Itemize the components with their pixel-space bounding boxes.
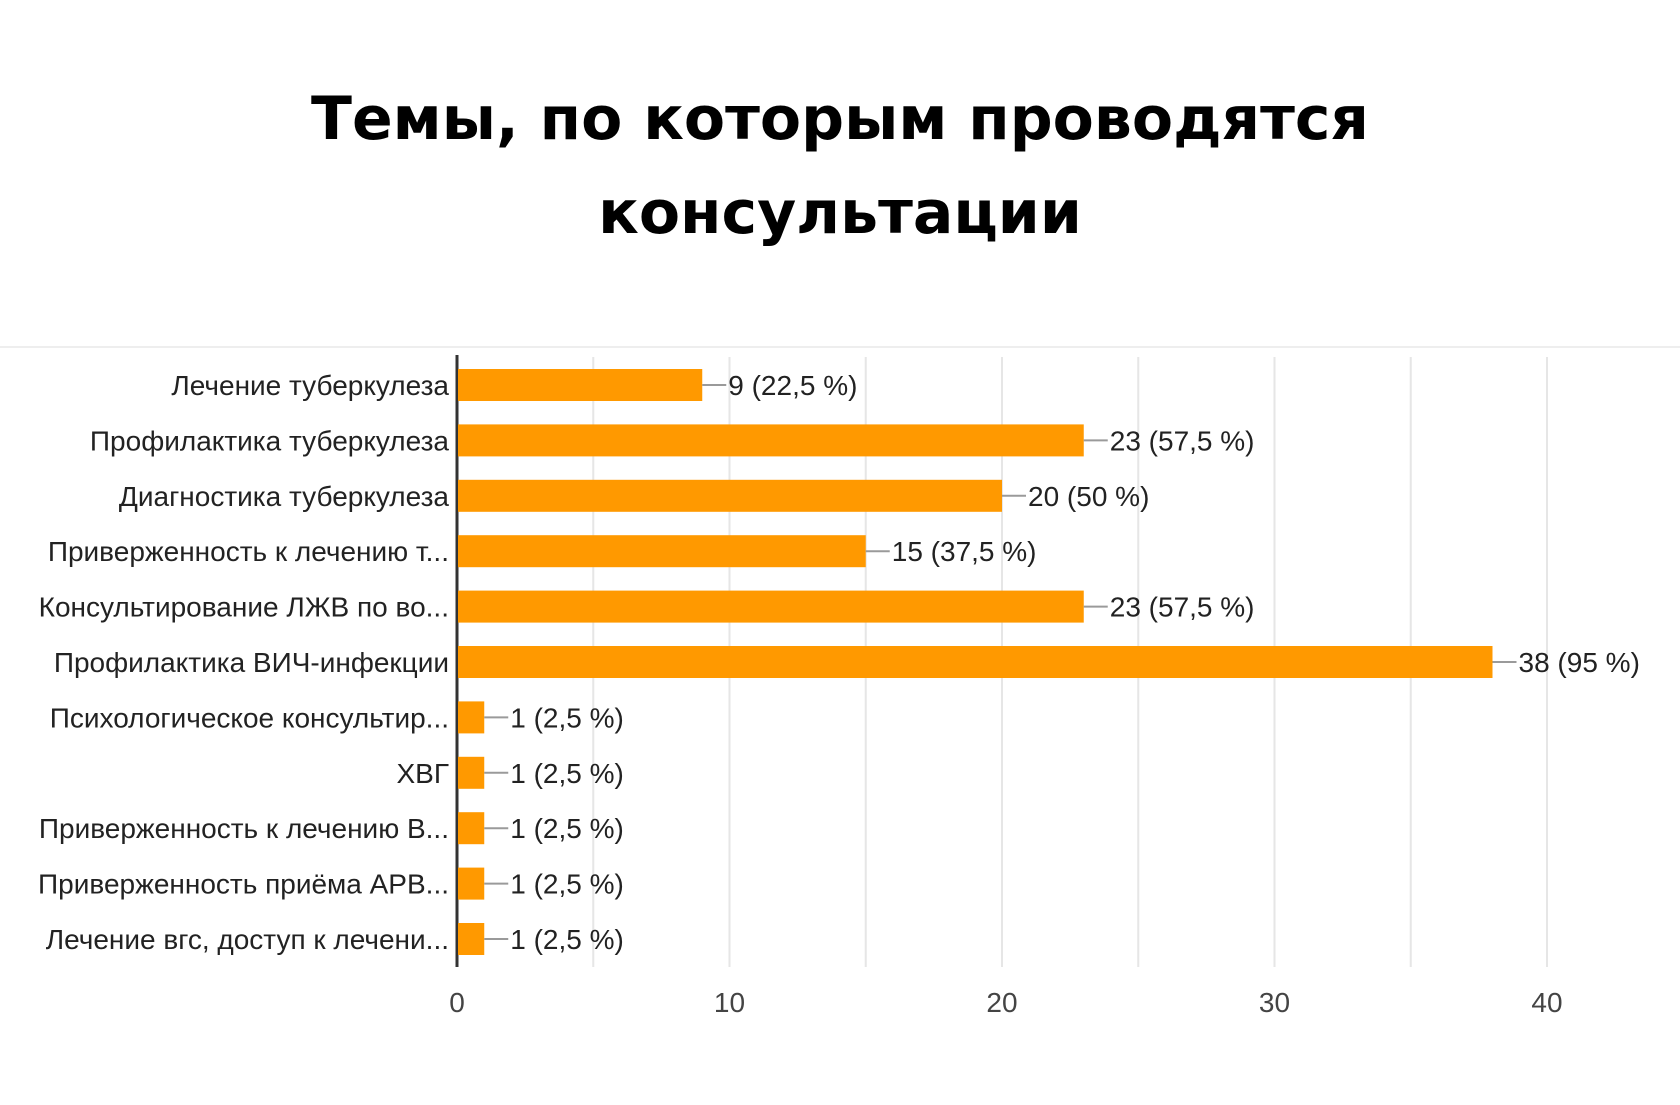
bar xyxy=(458,646,1493,678)
data-label: 23 (57,5 %) xyxy=(1110,425,1255,456)
page-title-line-1: Темы, по которым проводятся xyxy=(311,84,1369,154)
category-label: Приверженность к лечению В... xyxy=(39,813,449,844)
category-label: Приверженность к лечению т... xyxy=(48,536,449,567)
x-tick-label: 30 xyxy=(1259,987,1290,1018)
category-label: Консультирование ЛЖВ по во... xyxy=(39,592,449,623)
data-label: 1 (2,5 %) xyxy=(510,813,624,844)
bar xyxy=(458,812,485,845)
category-label: Профилактика ВИЧ-инфекции xyxy=(54,647,449,678)
data-label: 9 (22,5 %) xyxy=(728,370,857,401)
bar xyxy=(458,923,485,955)
x-tick-label: 20 xyxy=(986,987,1017,1018)
category-label: Лечение туберкулеза xyxy=(171,370,449,401)
category-label: Лечение вгс, доступ к лечени... xyxy=(46,924,449,955)
bar xyxy=(458,535,866,568)
chart-top-divider xyxy=(0,346,1680,348)
data-label: 1 (2,5 %) xyxy=(510,702,624,733)
x-tick-label: 0 xyxy=(449,987,465,1018)
page-title-line-2: консультации xyxy=(598,178,1082,248)
data-label: 1 (2,5 %) xyxy=(510,869,624,900)
bar xyxy=(458,590,1084,623)
data-label: 15 (37,5 %) xyxy=(892,536,1037,567)
category-label: ХВГ xyxy=(396,758,449,789)
data-label: 38 (95 %) xyxy=(1519,647,1640,678)
data-label: 23 (57,5 %) xyxy=(1110,592,1255,623)
data-label: 20 (50 %) xyxy=(1028,481,1149,512)
bar xyxy=(458,867,485,900)
data-label: 1 (2,5 %) xyxy=(510,758,624,789)
x-tick-label: 40 xyxy=(1531,987,1562,1018)
data-label: 1 (2,5 %) xyxy=(510,924,624,955)
page-title: Темы, по которым проводятся консультации xyxy=(0,72,1680,260)
category-label: Профилактика туберкулеза xyxy=(90,425,450,456)
bar xyxy=(458,479,1002,512)
bar xyxy=(458,424,1084,457)
x-tick-label: 10 xyxy=(714,987,745,1018)
bar xyxy=(458,701,485,734)
bar xyxy=(458,756,485,789)
category-label: Диагностика туберкулеза xyxy=(119,481,450,512)
bar xyxy=(458,369,703,401)
category-label: Психологическое консультир... xyxy=(50,702,449,733)
category-label: Приверженность приёма АРВ... xyxy=(38,869,449,900)
